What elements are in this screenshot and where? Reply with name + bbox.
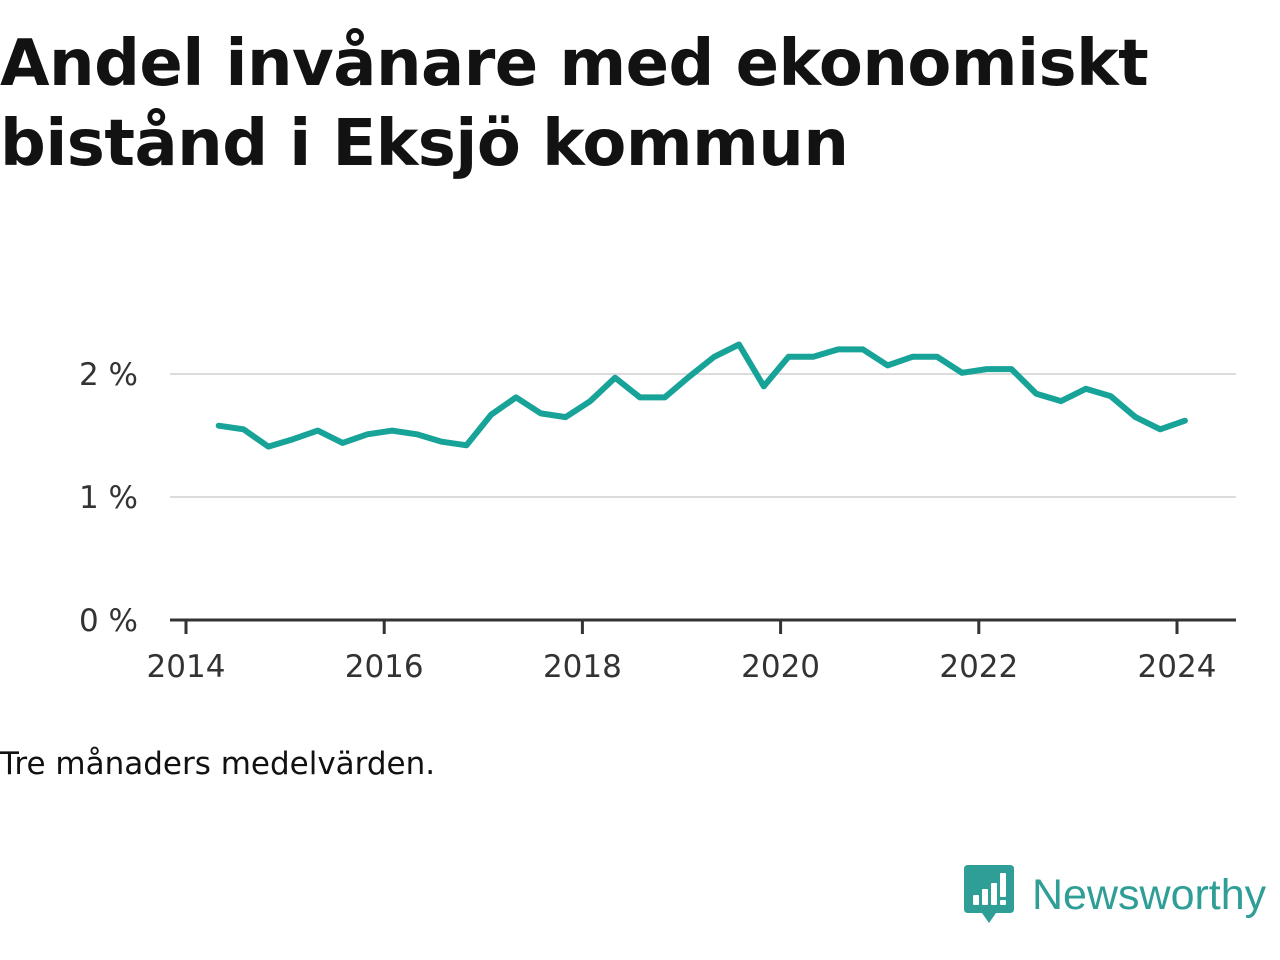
y-tick-label: 2 % xyxy=(79,357,138,393)
x-tick-label: 2018 xyxy=(543,649,622,685)
x-tick-label: 2022 xyxy=(939,649,1018,685)
newsworthy-logo-icon xyxy=(964,865,1014,923)
line-chart: 2014 2016 2018 2020 2022 2024 0 % 1 % 2 % xyxy=(79,341,1236,685)
x-axis: 2014 2016 2018 2020 2022 2024 xyxy=(147,618,1236,685)
x-tick-label: 2016 xyxy=(345,649,424,685)
x-tick-label: 2014 xyxy=(147,649,226,685)
x-tick-label: 2024 xyxy=(1138,649,1217,685)
gridlines xyxy=(170,373,1236,498)
brand-logo: Newsworthy xyxy=(964,864,1266,926)
x-tick-label: 2020 xyxy=(741,649,820,685)
y-tick-label: 0 % xyxy=(79,603,138,639)
series-layer xyxy=(215,341,1188,450)
y-axis-labels: 0 % 1 % 2 % xyxy=(79,357,138,639)
chart-title: Andel invånare med ekonomiskt bistånd i … xyxy=(0,27,1149,181)
brand-name: Newsworthy xyxy=(1032,870,1267,919)
chart-caption: Tre månaders medelvärden. xyxy=(0,746,436,782)
y-tick-label: 1 % xyxy=(79,480,138,516)
series-line xyxy=(215,341,1188,450)
